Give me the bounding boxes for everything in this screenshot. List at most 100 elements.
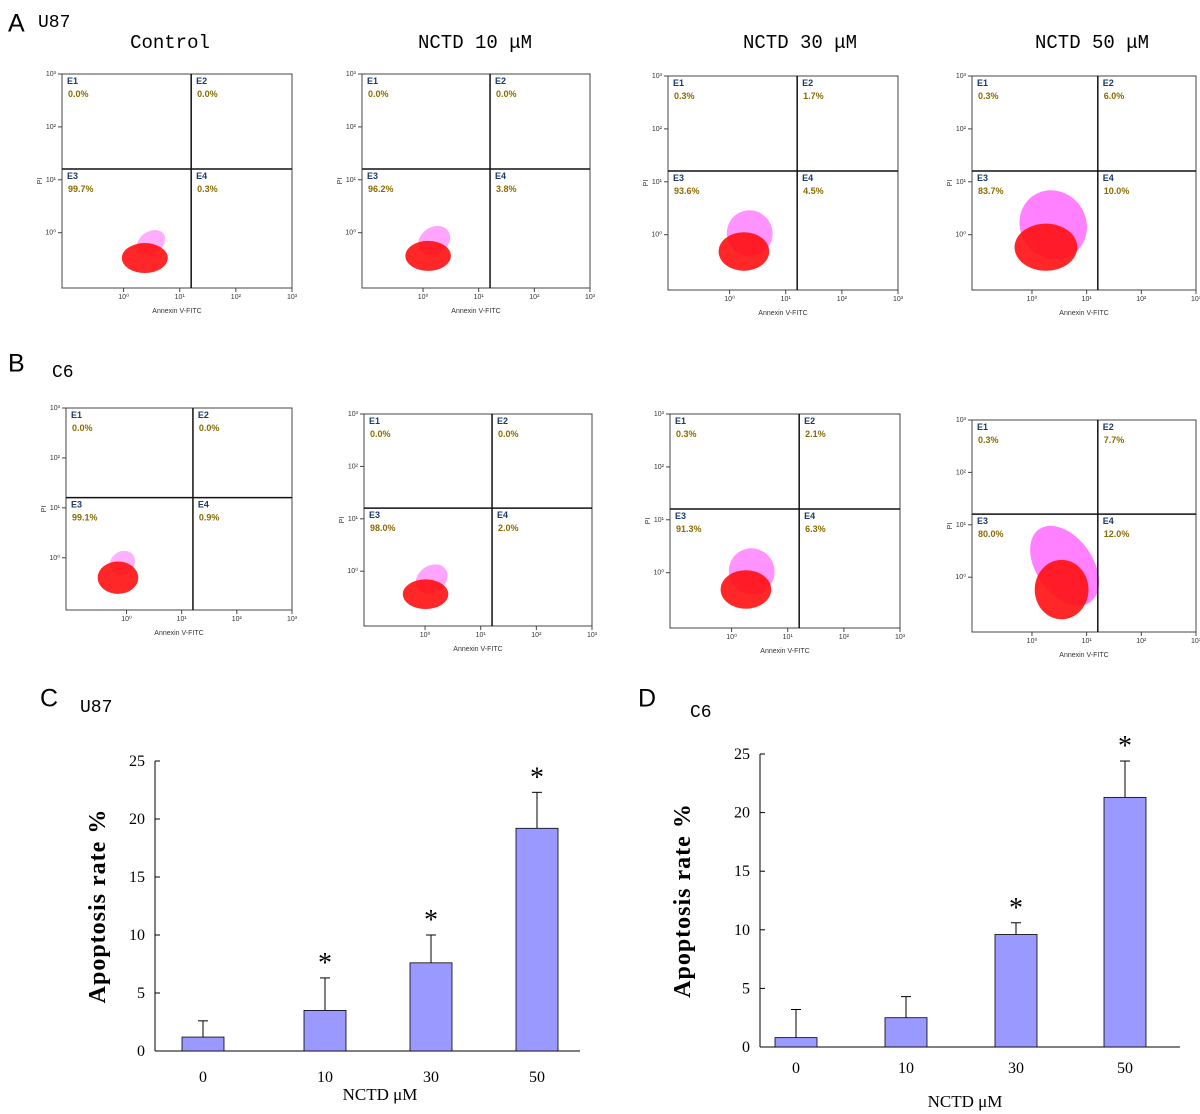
y-axis-label: PI — [947, 523, 954, 530]
y-tick-label: 10³ — [46, 71, 57, 78]
y-tick-label: 15 — [734, 863, 750, 880]
x-axis-label: Annexin V-FITC — [453, 646, 502, 653]
quadrant-percent: 2.0% — [498, 523, 519, 533]
y-tick-label: 10⁰ — [347, 567, 358, 575]
plot-title: NCTD 10 μM — [418, 32, 532, 54]
bar — [303, 1010, 347, 1052]
y-tick-label: 10¹ — [654, 517, 665, 524]
event-cloud-red — [718, 232, 770, 271]
quadrant-percent: 6.3% — [805, 524, 826, 534]
y-tick-label: 10¹ — [348, 516, 359, 523]
x-tick-label: 10 — [898, 1060, 914, 1077]
event-cloud-red — [121, 243, 168, 274]
cell-line-label: U87 — [80, 698, 112, 718]
x-tick-label: 50 — [1117, 1060, 1133, 1077]
y-axis-label: Apoptosis rate % — [670, 803, 696, 998]
quadrant-percent: 80.0% — [978, 529, 1004, 539]
bar — [181, 1036, 225, 1052]
quadrant-percent: 3.8% — [496, 184, 517, 194]
y-tick-label: 10² — [654, 464, 665, 471]
quadrant-name: E2 — [802, 78, 813, 88]
plot-frame — [61, 73, 293, 289]
quadrant-percent: 0.3% — [197, 184, 218, 194]
quadrant-name: E4 — [1103, 173, 1114, 183]
y-tick-label: 10¹ — [956, 522, 967, 529]
quadrant-percent: 99.1% — [72, 513, 98, 523]
quadrant-name: E3 — [673, 173, 684, 183]
quadrant-name: E1 — [71, 410, 82, 420]
quadrant-name: E1 — [369, 416, 380, 426]
y-axis-label: PI — [41, 506, 48, 513]
x-tick-label: 10³ — [1191, 296, 1200, 303]
y-tick-label: 10⁰ — [955, 573, 966, 581]
quadrant-name: E1 — [675, 416, 686, 426]
panel-letter: B — [8, 350, 25, 378]
x-tick-label: 10⁰ — [726, 633, 737, 641]
quadrant-percent: 91.3% — [676, 524, 702, 534]
x-axis-label: Annexin V-FITC — [154, 630, 203, 637]
quadrant-percent: 4.5% — [803, 186, 824, 196]
quadrant-name: E3 — [977, 516, 988, 526]
quadrant-percent: 0.0% — [68, 89, 89, 99]
y-tick-label: 10¹ — [46, 177, 57, 184]
x-tick-label: 10² — [1136, 638, 1147, 645]
quadrant-percent: 0.3% — [676, 429, 697, 439]
y-tick-label: 10¹ — [652, 179, 663, 186]
x-tick-label: 10⁰ — [118, 293, 129, 301]
plot-title: NCTD 50 μM — [1035, 32, 1149, 54]
quadrant-percent: 0.0% — [368, 89, 389, 99]
y-tick-label: 10 — [734, 922, 750, 939]
significance-marker: * — [1009, 893, 1023, 924]
quadrant-percent: 7.7% — [1104, 435, 1125, 445]
y-tick-label: 10⁰ — [651, 231, 662, 239]
x-tick-label: 10¹ — [175, 294, 186, 301]
quadrant-percent: 0.0% — [199, 423, 220, 433]
x-tick-label: 10² — [837, 296, 848, 303]
panel-letter: D — [638, 685, 656, 713]
y-tick-label: 10⁰ — [45, 229, 56, 237]
x-tick-label: 10³ — [587, 632, 598, 639]
x-tick-label: 10² — [531, 632, 542, 639]
quadrant-name: E3 — [67, 171, 78, 181]
y-tick-label: 10³ — [348, 411, 359, 418]
y-tick-label: 10² — [46, 124, 57, 131]
y-tick-label: 10¹ — [346, 177, 357, 184]
quadrant-percent: 98.0% — [370, 523, 396, 533]
quadrant-name: E4 — [1103, 516, 1114, 526]
quadrant-name: E2 — [196, 76, 207, 86]
plot-frame — [65, 407, 293, 611]
y-axis-label: Apoptosis rate % — [85, 809, 111, 1004]
plot-frame — [971, 75, 1197, 291]
x-tick-label: 10¹ — [1082, 638, 1093, 645]
y-tick-label: 25 — [129, 753, 145, 770]
quadrant-name: E2 — [198, 410, 209, 420]
event-cloud-red — [402, 579, 449, 610]
x-tick-label: 10⁰ — [420, 631, 431, 639]
x-tick-label: 10⁰ — [121, 615, 132, 623]
x-tick-label: 10¹ — [783, 634, 794, 641]
quadrant-name: E3 — [367, 171, 378, 181]
plot-frame — [971, 419, 1197, 633]
x-axis-label: Annexin V-FITC — [758, 310, 807, 317]
significance-marker: * — [318, 948, 332, 979]
bar — [1103, 796, 1147, 1048]
y-tick-label: 0 — [742, 1039, 750, 1056]
x-tick-label: 10¹ — [177, 616, 188, 623]
quadrant-percent: 99.7% — [68, 184, 94, 194]
y-tick-label: 20 — [734, 805, 750, 822]
x-tick-label: 50 — [529, 1069, 545, 1086]
x-tick-label: 10⁰ — [418, 293, 429, 301]
plot-frame — [363, 413, 593, 627]
quadrant-percent: 0.0% — [496, 89, 517, 99]
quadrant-percent: 93.6% — [674, 186, 700, 196]
plot-title: NCTD 30 μM — [743, 32, 857, 54]
x-tick-label: 10² — [232, 616, 243, 623]
quadrant-name: E2 — [495, 76, 506, 86]
quadrant-name: E2 — [804, 416, 815, 426]
cell-line-label: C6 — [52, 363, 74, 383]
y-tick-label: 10³ — [346, 71, 357, 78]
panel-letter: C — [40, 685, 58, 713]
x-axis-label: Annexin V-FITC — [760, 648, 809, 655]
y-tick-label: 10² — [348, 463, 359, 470]
y-tick-label: 5 — [742, 980, 750, 997]
